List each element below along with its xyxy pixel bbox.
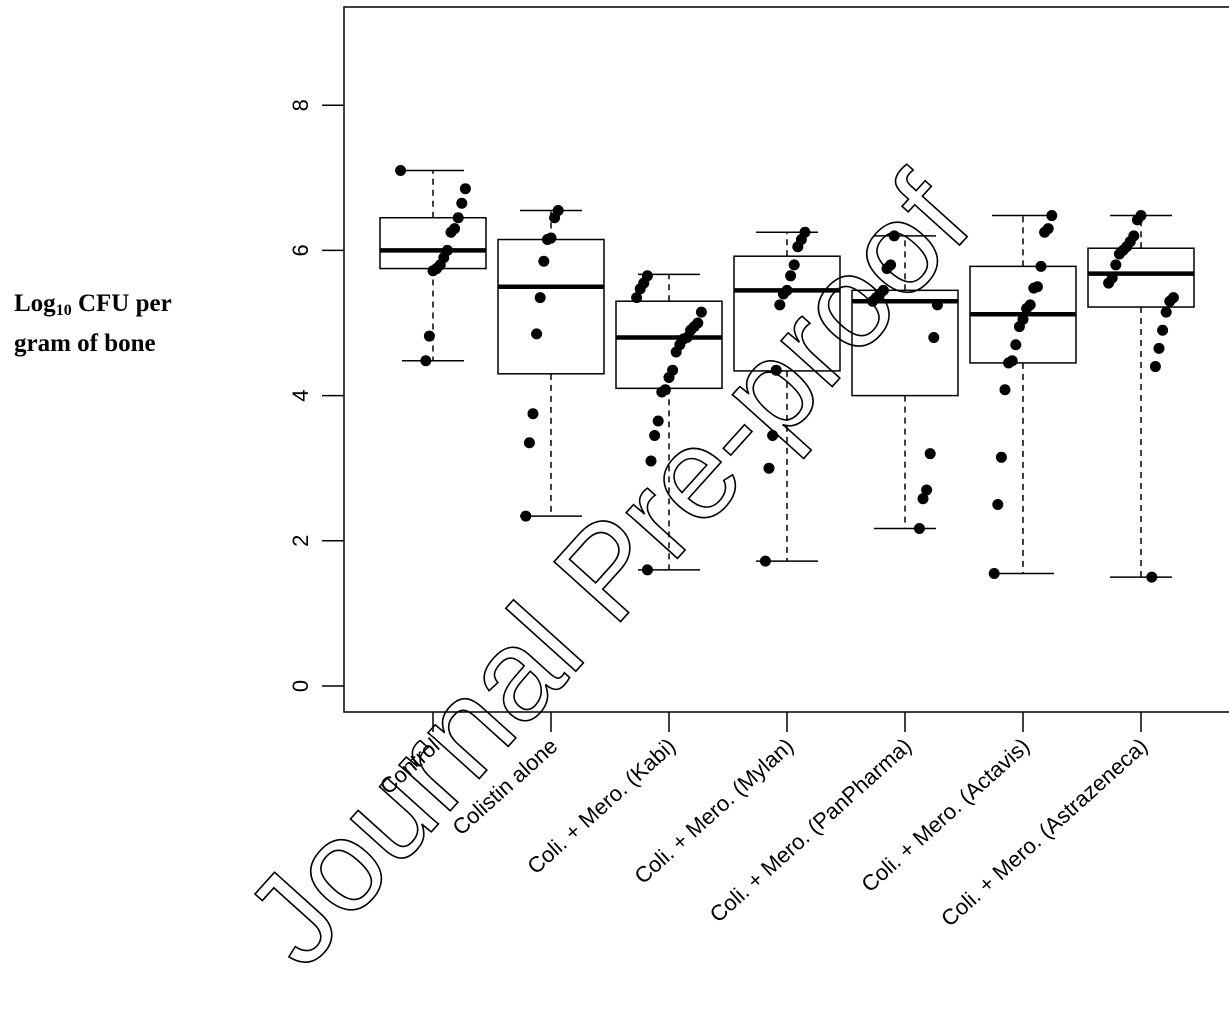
data-point bbox=[777, 288, 789, 300]
data-point bbox=[995, 451, 1007, 463]
data-point bbox=[663, 371, 675, 383]
data-point bbox=[520, 510, 532, 522]
y-tick-label: 0 bbox=[288, 680, 313, 692]
data-point bbox=[1003, 357, 1015, 369]
data-point bbox=[785, 270, 797, 282]
data-point bbox=[1021, 302, 1033, 314]
box-iqr bbox=[733, 255, 841, 372]
y-axis-label-subscript: 10 bbox=[55, 302, 72, 319]
box-iqr bbox=[1087, 247, 1195, 308]
points-layer bbox=[395, 165, 1179, 583]
box-iqr bbox=[379, 216, 487, 270]
data-point bbox=[549, 212, 561, 224]
box-iqr bbox=[497, 238, 605, 375]
data-point bbox=[931, 299, 943, 311]
data-point bbox=[523, 437, 535, 449]
data-point bbox=[928, 332, 940, 344]
data-point bbox=[988, 567, 1000, 579]
data-point bbox=[788, 259, 800, 271]
data-point bbox=[924, 448, 936, 460]
y-axis-label: Log10 CFU per gram of bone bbox=[14, 287, 234, 360]
data-point bbox=[534, 292, 546, 304]
data-point bbox=[867, 295, 879, 307]
y-tick-label: 4 bbox=[288, 389, 313, 401]
y-tick-label: 2 bbox=[288, 535, 313, 547]
data-point bbox=[395, 165, 407, 177]
plot-border bbox=[343, 6, 1229, 713]
plot-frame bbox=[343, 6, 1229, 713]
data-point bbox=[1157, 324, 1169, 336]
data-point bbox=[456, 197, 468, 209]
data-point bbox=[1160, 306, 1172, 318]
data-point bbox=[445, 226, 457, 238]
x-tick-label: Coli. + Mero. (PanPharma) bbox=[705, 733, 917, 927]
data-point bbox=[1149, 361, 1161, 373]
data-point bbox=[427, 265, 439, 277]
x-tick-label: Coli. + Mero. (Astrazeneca) bbox=[936, 733, 1152, 931]
data-point bbox=[645, 455, 657, 467]
data-point bbox=[670, 346, 682, 358]
data-point bbox=[452, 212, 464, 224]
data-point bbox=[1110, 259, 1122, 271]
data-point bbox=[531, 328, 543, 340]
data-point bbox=[1013, 321, 1025, 333]
data-point bbox=[1039, 226, 1051, 238]
data-point bbox=[695, 306, 707, 318]
data-point bbox=[881, 263, 893, 275]
data-point bbox=[1046, 210, 1058, 222]
data-point bbox=[763, 462, 775, 474]
data-point bbox=[1010, 339, 1022, 351]
data-point bbox=[1164, 295, 1176, 307]
data-point bbox=[1113, 248, 1125, 260]
data-point bbox=[913, 522, 925, 534]
data-point bbox=[527, 408, 539, 420]
data-point bbox=[770, 364, 782, 376]
data-point bbox=[641, 564, 653, 576]
data-point bbox=[921, 484, 933, 496]
data-point bbox=[652, 415, 664, 427]
data-point bbox=[774, 299, 786, 311]
y-tick-label: 8 bbox=[288, 99, 313, 111]
data-point bbox=[1035, 260, 1047, 272]
data-point bbox=[423, 330, 435, 342]
data-point bbox=[538, 255, 550, 267]
data-point bbox=[992, 499, 1004, 510]
data-point bbox=[767, 430, 779, 442]
data-point bbox=[631, 292, 643, 304]
data-point bbox=[634, 283, 646, 295]
y-axis-label-line1-rest: CFU per bbox=[71, 290, 172, 317]
y-axis: 0 2 4 6 8 bbox=[288, 99, 344, 692]
data-point bbox=[1131, 214, 1143, 226]
data-point bbox=[759, 555, 771, 567]
data-point bbox=[792, 241, 804, 253]
y-axis-label-prefix: Log bbox=[14, 290, 56, 317]
data-point bbox=[1028, 282, 1040, 294]
box-iqr bbox=[851, 289, 959, 397]
data-point bbox=[888, 230, 900, 242]
data-point bbox=[999, 384, 1011, 396]
y-tick-label: 6 bbox=[288, 244, 313, 256]
data-point bbox=[649, 430, 661, 442]
data-point bbox=[1103, 277, 1115, 289]
data-point bbox=[1146, 571, 1158, 583]
y-axis-label-line2: gram of bone bbox=[14, 330, 156, 357]
data-point bbox=[459, 183, 471, 195]
data-point bbox=[917, 493, 929, 505]
data-point bbox=[420, 355, 432, 367]
data-point bbox=[541, 234, 553, 246]
data-point bbox=[656, 386, 668, 398]
boxes-layer bbox=[379, 169, 1195, 578]
data-point bbox=[1153, 342, 1165, 354]
